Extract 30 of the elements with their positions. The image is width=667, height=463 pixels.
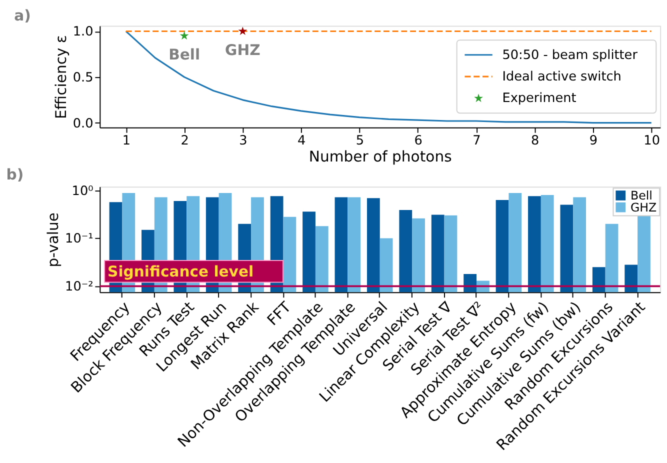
x-tick-label: 2 (180, 134, 189, 149)
y-tick-label: 10⁻¹ (65, 232, 94, 247)
y-tick-label: 10⁰ (72, 184, 94, 199)
legend-label: 50:50 - beam splitter (502, 48, 638, 63)
x-tick-label: 4 (297, 134, 306, 149)
legend-label: Experiment (502, 91, 576, 106)
legend-label: GHZ (630, 200, 657, 214)
x-tick-label: 3 (239, 134, 248, 149)
legend-label: Ideal active switch (502, 70, 622, 85)
x-tick-label: 6 (414, 134, 422, 149)
y-tick-label: 0.0 (72, 116, 94, 132)
x-axis-title: Number of photons (308, 148, 452, 166)
y-axis-title: Efficiency ε (52, 35, 70, 120)
y-tick-label: 1.0 (72, 24, 94, 40)
x-tick-label: 1 (122, 134, 130, 149)
y-tick-label: 10⁻² (65, 280, 94, 295)
y-tick-label: 0.5 (72, 70, 94, 86)
y-axis-title: p-value (45, 212, 62, 268)
chart-title: a) (14, 7, 31, 24)
x-tick-label: 9 (589, 134, 598, 149)
chart-title: b) (6, 166, 24, 184)
x-tick-label: 5 (356, 134, 364, 149)
legend-label: Bell (630, 188, 652, 202)
x-tick-label: 7 (472, 134, 481, 149)
ref-line-label: Significance level (108, 263, 254, 280)
x-tick-label: 10 (644, 134, 660, 149)
annotation: Bell (168, 46, 200, 64)
annotation: GHZ (225, 42, 261, 59)
line-series (125, 30, 652, 124)
x-tick-label: 8 (530, 134, 540, 149)
